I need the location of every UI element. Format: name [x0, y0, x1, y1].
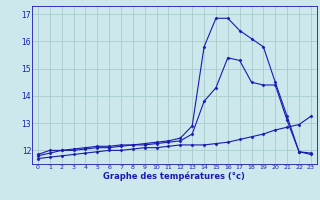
X-axis label: Graphe des températures (°c): Graphe des températures (°c): [103, 171, 245, 181]
